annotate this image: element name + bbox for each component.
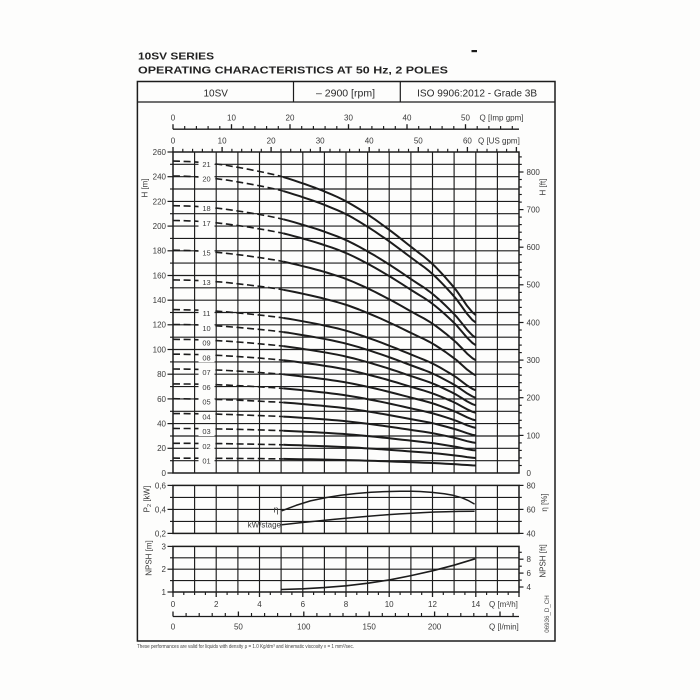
svg-text:8: 8 [527,555,532,564]
svg-text:Q [Imp gpm]: Q [Imp gpm] [480,114,524,123]
svg-text:6: 6 [301,600,306,609]
svg-text:80: 80 [527,481,536,490]
svg-text:160: 160 [153,271,167,280]
svg-text:0,4: 0,4 [155,505,167,514]
svg-text:50: 50 [234,623,243,632]
svg-text:1: 1 [162,588,167,597]
svg-text:NPSH [ft]: NPSH [ft] [539,544,548,577]
svg-text:60: 60 [527,505,536,514]
svg-text:14: 14 [471,600,480,609]
svg-text:4: 4 [257,600,262,609]
svg-text:03: 03 [202,427,210,436]
svg-text:10: 10 [218,137,227,146]
svg-text:20: 20 [202,175,210,184]
svg-text:700: 700 [527,206,541,215]
svg-text:0: 0 [527,469,532,478]
svg-text:04: 04 [202,412,210,421]
svg-text:8: 8 [344,600,349,609]
svg-text:150: 150 [363,623,377,632]
svg-text:40: 40 [365,137,374,146]
svg-text:– 2900 [rpm]: – 2900 [rpm] [316,88,375,99]
svg-text:40: 40 [157,420,166,429]
svg-text:50: 50 [414,137,423,146]
svg-text:2: 2 [162,565,167,574]
svg-text:0: 0 [171,600,176,609]
svg-text:10SV: 10SV [203,88,228,99]
svg-text:P2 [kW]: P2 [kW] [142,486,153,513]
svg-text:09: 09 [202,339,210,348]
svg-text:30: 30 [316,137,325,146]
svg-text:H [ft]: H [ft] [539,179,548,196]
svg-text:120: 120 [153,321,167,330]
svg-text:Q [US gpm]: Q [US gpm] [478,137,520,146]
svg-text:Q [l/min]: Q [l/min] [489,623,519,632]
svg-text:0,2: 0,2 [155,529,167,538]
svg-text:200: 200 [153,222,167,231]
svg-text:500: 500 [527,281,541,290]
svg-text:10: 10 [227,114,236,123]
svg-text:4: 4 [527,583,532,592]
svg-text:20: 20 [286,114,295,123]
svg-text:OPERATING CHARACTERISTICS AT 5: OPERATING CHARACTERISTICS AT 50 Hz, 2 PO… [138,66,448,77]
svg-text:21: 21 [202,160,210,169]
svg-text:0: 0 [171,623,176,632]
svg-text:These performances are valid f: These performances are valid for liquids… [137,644,354,650]
svg-text:20: 20 [267,137,276,146]
svg-text:13: 13 [202,278,210,287]
svg-text:80: 80 [157,370,166,379]
svg-text:600: 600 [527,243,541,252]
svg-text:kW/stage: kW/stage [248,520,282,529]
svg-text:10: 10 [202,324,210,333]
svg-text:0: 0 [162,469,167,478]
svg-text:100: 100 [297,623,311,632]
svg-text:06936_D_CH: 06936_D_CH [544,595,551,633]
svg-text:02: 02 [202,442,210,451]
svg-text:H [m]: H [m] [141,178,150,197]
svg-text:40: 40 [527,529,536,538]
svg-text:11: 11 [203,309,211,318]
svg-text:50: 50 [461,114,470,123]
svg-text:0,6: 0,6 [155,481,167,490]
svg-text:05: 05 [202,398,210,407]
svg-text:300: 300 [527,356,541,365]
svg-text:30: 30 [344,114,353,123]
svg-text:60: 60 [463,137,472,146]
svg-text:NPSH [m]: NPSH [m] [145,540,154,576]
svg-text:Q [m³/h]: Q [m³/h] [489,600,518,609]
svg-text:220: 220 [153,197,167,206]
svg-text:10: 10 [385,600,394,609]
svg-text:12: 12 [428,600,437,609]
svg-text:0: 0 [171,137,176,146]
svg-text:60: 60 [157,395,166,404]
svg-text:100: 100 [153,345,167,354]
svg-text:ISO 9906:2012 - Grade 3B: ISO 9906:2012 - Grade 3B [417,88,537,99]
svg-text:06: 06 [202,383,210,392]
svg-text:200: 200 [428,623,442,632]
svg-text:40: 40 [403,114,412,123]
svg-text:6: 6 [527,569,532,578]
svg-text:20: 20 [157,444,166,453]
svg-text:100: 100 [527,431,541,440]
svg-text:240: 240 [153,173,167,182]
svg-text:η [%]: η [%] [540,493,549,511]
svg-text:400: 400 [527,318,541,327]
svg-text:200: 200 [527,394,541,403]
svg-text:18: 18 [202,204,210,213]
svg-text:2: 2 [214,600,219,609]
svg-text:15: 15 [202,248,210,257]
svg-text:01: 01 [202,457,210,466]
svg-text:3: 3 [162,542,167,551]
svg-text:800: 800 [527,168,541,177]
svg-text:η: η [273,505,278,515]
svg-text:10SV SERIES: 10SV SERIES [138,52,214,63]
svg-text:0: 0 [171,114,176,123]
svg-text:08: 08 [202,353,210,362]
svg-text:07: 07 [202,368,210,377]
svg-text:180: 180 [153,247,167,256]
svg-text:140: 140 [153,296,167,305]
svg-text:260: 260 [153,148,167,157]
svg-text:17: 17 [202,219,210,228]
